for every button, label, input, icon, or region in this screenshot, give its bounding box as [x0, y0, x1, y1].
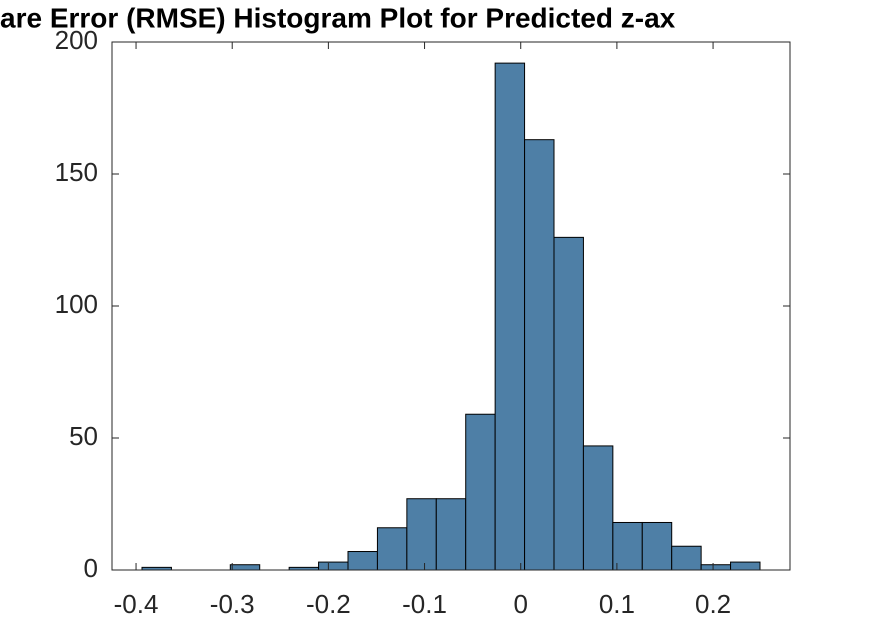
chart-title: are Error (RMSE) Histogram Plot for Pred… — [0, 2, 676, 33]
bar — [347, 551, 378, 571]
y-tick-label: 200 — [55, 25, 98, 55]
y-tick-label: 150 — [55, 157, 98, 187]
x-tick-label: -0.1 — [402, 589, 447, 619]
bar — [494, 62, 526, 571]
bar — [406, 498, 437, 571]
x-tick-label: -0.3 — [210, 589, 255, 619]
x-tick-label: -0.2 — [306, 589, 351, 619]
y-tick-label: 50 — [69, 421, 98, 451]
bar — [553, 236, 584, 571]
bar — [612, 521, 643, 571]
x-tick-label: 0 — [513, 589, 527, 619]
bar — [318, 561, 349, 571]
bar — [435, 498, 467, 571]
axes-box — [111, 41, 791, 571]
x-tick-label: -0.4 — [114, 589, 159, 619]
bar — [671, 545, 702, 571]
bar — [465, 413, 496, 571]
bar — [641, 521, 673, 571]
bar — [700, 564, 732, 571]
bar — [229, 564, 261, 571]
bar — [376, 527, 408, 571]
x-tick-label: 0.1 — [599, 589, 635, 619]
bar — [730, 561, 761, 571]
bar — [582, 445, 614, 571]
y-tick-label: 0 — [84, 553, 98, 583]
x-tick-label: 0.2 — [695, 589, 731, 619]
bar — [524, 139, 555, 571]
y-tick-label: 100 — [55, 289, 98, 319]
